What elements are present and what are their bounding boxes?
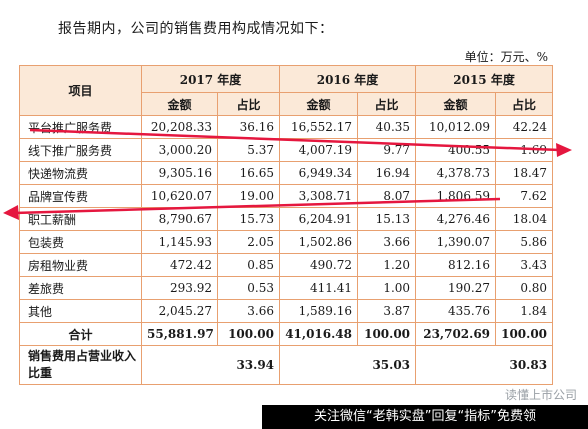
header-year-2015: 2015 年度 — [415, 65, 554, 93]
table-cell: 1,589.16 — [279, 299, 359, 323]
row-label: 房租物业费 — [19, 253, 142, 277]
header-row-cols: 金额 占比 金额 占比 金额 占比 — [20, 92, 554, 116]
red-arrow-left — [3, 197, 501, 220]
table-row: 品牌宣传费 10,620.07 19.00 3,308.71 8.07 1,806.59 7… — [19, 184, 554, 208]
table-cell: 0.85 — [216, 253, 281, 277]
table-cell: 10,620.07 — [141, 184, 218, 208]
header-amount: 金额 — [141, 92, 218, 116]
table-row: 其他 2,045.27 3.66 1,589.16 3.87 435.76 1.84 — [19, 299, 554, 323]
table-cell: 23,702.69 — [415, 322, 497, 346]
table-row: 平台推广服务费 20,208.33 36.16 16,552.17 40.35 10,01… — [19, 115, 554, 139]
table-cell: 1,390.07 — [415, 230, 497, 254]
table-cell: 1.84 — [495, 299, 554, 323]
red-arrow-right — [29, 128, 572, 157]
row-label: 其他 — [19, 299, 142, 323]
row-label: 差旅费 — [19, 276, 142, 300]
row-label: 品牌宣传费 — [19, 184, 142, 208]
table-cell: 4,378.73 — [415, 161, 497, 185]
table-cell: 3.87 — [357, 299, 417, 323]
table-cell: 5.86 — [495, 230, 554, 254]
table-cell: 293.92 — [141, 276, 218, 300]
table-cell: 33.94 — [140, 345, 281, 385]
table-cell: 2,045.27 — [141, 299, 218, 323]
table-row: 职工薪酬 8,790.67 15.73 6,204.91 15.13 4,276.46 18… — [19, 207, 554, 231]
header-row-years: 项目 2017 年度 2016 年度 2015 年度 — [19, 65, 554, 116]
total-row: 合计 55,881.97 100.00 41,016.48 100.00 23,… — [19, 322, 554, 346]
table-cell: 472.42 — [141, 253, 218, 277]
table-cell: 3.66 — [357, 230, 417, 254]
table-cell: 411.41 — [279, 276, 359, 300]
header-year-2017: 2017 年度 — [140, 65, 281, 93]
unit-label: 单位：万元、% — [464, 50, 548, 64]
table-cell: 15.13 — [357, 207, 417, 231]
row-label: 快递物流费 — [19, 161, 142, 185]
table-row: 差旅费 293.92 0.53 411.41 1.00 190.27 0.80 — [19, 276, 554, 300]
table-row: 快递物流费 9,305.16 16.65 6,949.34 16.94 4,378.73 1… — [19, 161, 554, 185]
table-cell: 1,502.86 — [279, 230, 359, 254]
table-cell: 5.37 — [216, 138, 281, 162]
table-cell: 0.53 — [216, 276, 281, 300]
sales-expense-table: 项目 2017 年度 2016 年度 2015 年度 金额 占比 金额 占比 金… — [19, 65, 554, 385]
table-cell: 42.24 — [495, 115, 554, 139]
header-year-2016: 2016 年度 — [279, 65, 417, 93]
table-cell: 0.80 — [495, 276, 554, 300]
table-cell: 18.47 — [495, 161, 554, 185]
table-cell: 7.62 — [495, 184, 554, 208]
table-cell: 41,016.48 — [279, 322, 359, 346]
ratio-label: 销售费用占营业收入比重 — [19, 345, 142, 385]
promo-banner: 关注微信“老韩实盘”回复“指标”免费领 — [262, 405, 588, 429]
table-cell: 40.35 — [357, 115, 417, 139]
table-cell: 3.43 — [495, 253, 554, 277]
table-cell: 35.03 — [279, 345, 417, 385]
watermark-text: 读懂上市公司 — [505, 388, 578, 402]
table-cell: 16.94 — [357, 161, 417, 185]
table-cell: 55,881.97 — [141, 322, 218, 346]
header-amount: 金额 — [279, 92, 359, 116]
table-row: 房租物业费 472.42 0.85 490.72 1.20 812.16 3.43 — [19, 253, 554, 277]
ratio-row: 销售费用占营业收入比重 33.94 35.03 30.83 — [19, 345, 554, 385]
table-row: 线下推广服务费3,000.205.374,007.199.77400.551.6… — [19, 138, 554, 162]
header-item: 项目 — [19, 65, 142, 116]
row-label: 线下推广服务费 — [19, 138, 142, 162]
header-ratio: 占比 — [495, 92, 554, 116]
table-cell: 18.04 — [495, 207, 554, 231]
table-cell: 10,012.09 — [415, 115, 497, 139]
table-cell: 1.20 — [357, 253, 417, 277]
table-cell: 100.00 — [216, 322, 281, 346]
table-cell: 2.05 — [216, 230, 281, 254]
table-cell: 19.00 — [216, 184, 281, 208]
table-cell: 1,145.93 — [141, 230, 218, 254]
table-cell: 15.73 — [216, 207, 281, 231]
table-cell: 6,949.34 — [279, 161, 359, 185]
intro-text: 报告期内，公司的销售费用构成情况如下： — [58, 21, 334, 37]
table-cell: 30.83 — [415, 345, 554, 385]
table-cell: 3.66 — [216, 299, 281, 323]
